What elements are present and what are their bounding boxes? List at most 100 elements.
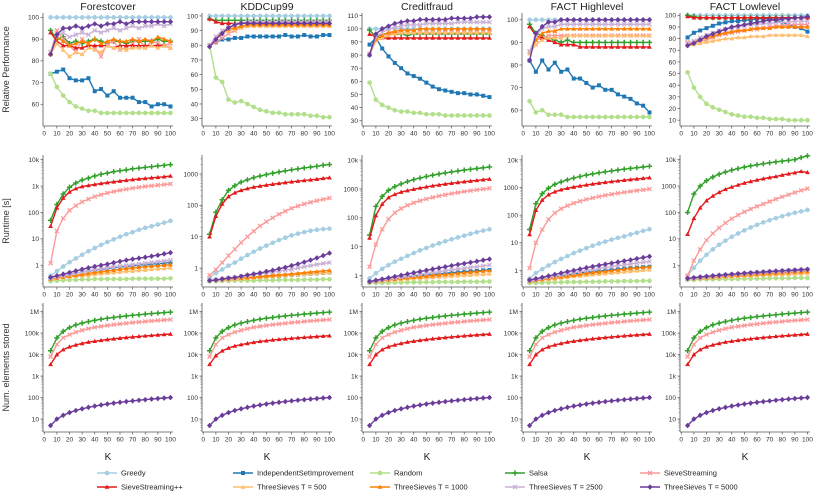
data-point [767, 268, 773, 275]
data-point [526, 57, 533, 64]
data-point [226, 345, 231, 350]
data-point [307, 311, 314, 317]
legend-item[interactable]: Random [370, 469, 422, 478]
data-point [615, 39, 621, 45]
data-point [729, 403, 735, 409]
data-point [449, 26, 455, 31]
data-point [609, 87, 614, 92]
legend-item[interactable]: ThreeSieves T = 5000 [640, 483, 738, 492]
data-point [754, 177, 760, 182]
data-point [430, 183, 436, 188]
data-point [130, 110, 135, 116]
data-point [792, 24, 798, 29]
data-point [449, 271, 455, 276]
series-sievestreaming- [367, 331, 492, 367]
data-point [691, 258, 697, 264]
data-point [767, 160, 773, 166]
legend-item[interactable]: ThreeSieves T = 500 [233, 483, 327, 492]
legend-item[interactable]: ThreeSieves T = 2500 [505, 483, 603, 492]
data-point [792, 170, 798, 175]
y-tick-label: 10k [347, 157, 358, 164]
data-point [773, 174, 779, 179]
data-point [474, 113, 480, 118]
data-point [646, 394, 653, 401]
legend-item[interactable]: ThreeSieves T = 1000 [370, 483, 468, 492]
data-point [257, 274, 263, 279]
legend-item[interactable]: Salsa [505, 469, 549, 478]
data-point [621, 26, 627, 31]
x-tick-label: 10 [212, 131, 220, 138]
data-point [691, 215, 697, 221]
data-point [411, 403, 417, 409]
x-tick-label: 40 [570, 292, 578, 299]
data-point [474, 177, 480, 183]
data-point [786, 275, 791, 281]
data-point [417, 198, 423, 204]
data-point [748, 179, 754, 184]
data-point [301, 13, 307, 19]
data-point [716, 242, 722, 248]
y-tick-label: 60 [32, 102, 40, 109]
data-point [149, 14, 154, 20]
data-point [320, 268, 326, 273]
legend-item[interactable]: SieveStreaming++ [97, 483, 183, 492]
data-point [539, 227, 545, 233]
data-point [276, 399, 282, 406]
data-point [704, 198, 709, 203]
data-point [142, 319, 148, 324]
data-point [149, 223, 154, 229]
data-point [615, 16, 621, 23]
data-point [628, 33, 633, 38]
data-point [79, 341, 85, 346]
x-tick-label: 0 [42, 131, 46, 138]
data-point [92, 43, 98, 48]
data-point [307, 164, 314, 170]
data-point [207, 272, 213, 278]
data-point [404, 319, 411, 325]
row-label-group: Relative Performance [1, 26, 11, 113]
data-point [398, 19, 404, 25]
data-point [647, 114, 652, 120]
data-point [314, 176, 320, 181]
data-point [640, 332, 646, 337]
data-point [621, 114, 627, 120]
data-point [142, 18, 148, 25]
y-tick-label: 20 [669, 106, 677, 113]
data-point [226, 263, 231, 268]
x-tick-label: 100 [644, 292, 655, 299]
data-point [238, 405, 244, 412]
series-sievestreaming- [685, 168, 810, 236]
data-point [640, 26, 646, 31]
y-tick-label: 100 [665, 210, 676, 217]
data-point [754, 203, 760, 209]
x-tick-label: 80 [621, 292, 629, 299]
x-tick-label: 70 [448, 292, 456, 299]
data-point [142, 184, 148, 189]
y-tick-label: 60 [669, 59, 677, 66]
data-point [481, 93, 486, 98]
data-point [798, 32, 804, 37]
data-point [583, 401, 589, 407]
data-point [449, 30, 455, 35]
data-point [423, 184, 429, 189]
y-tick-label: 100 [347, 26, 358, 33]
data-point [136, 319, 142, 325]
data-point [270, 240, 276, 246]
data-point [602, 179, 608, 185]
data-point [685, 361, 690, 367]
y-tick-label: 1k [191, 373, 199, 380]
data-point [455, 180, 461, 185]
x-tick-label: 0 [42, 292, 46, 299]
x-tick-label: 30 [237, 437, 245, 444]
legend-item[interactable]: IndependentSetImprovement [233, 469, 355, 478]
legend-item[interactable]: SieveStreaming [640, 469, 717, 478]
data-point [206, 43, 213, 50]
data-point [539, 347, 545, 352]
data-point [130, 18, 136, 25]
data-point [590, 195, 596, 201]
data-point [213, 277, 219, 283]
data-point [149, 183, 155, 189]
legend-item[interactable]: Greedy [97, 469, 146, 478]
data-point [615, 267, 621, 272]
